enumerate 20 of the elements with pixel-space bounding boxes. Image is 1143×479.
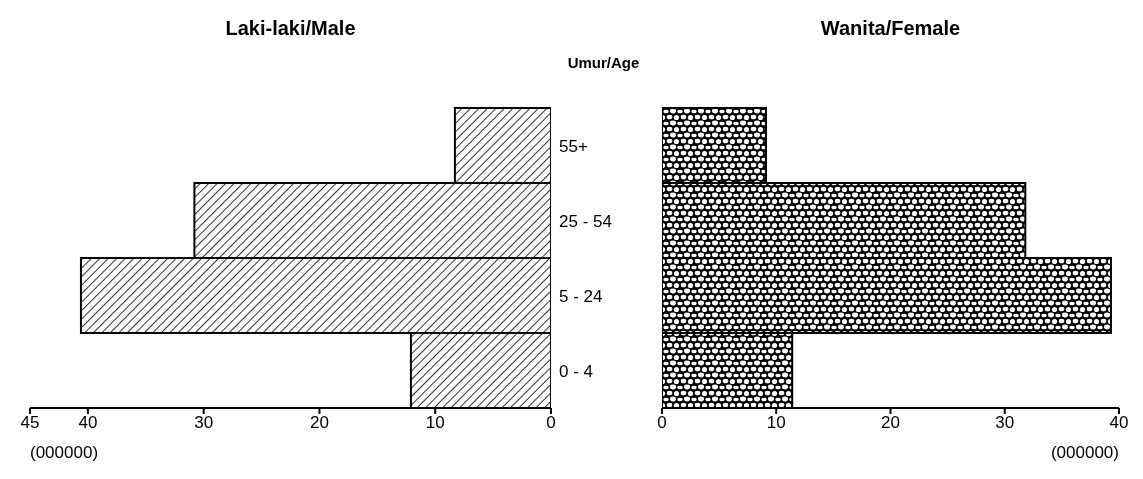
chart-title: Wanita/Female xyxy=(820,17,961,39)
chart-title: Laki-laki/Male xyxy=(225,17,356,39)
x-tick-label: 40 xyxy=(78,413,98,433)
x-axis-title: (000000) xyxy=(30,443,99,462)
x-tick-label: 10 xyxy=(425,413,445,433)
x-axis-title: (000000) xyxy=(1050,443,1119,462)
x-tick-label: 10 xyxy=(766,413,786,433)
x-tick-label: 45 xyxy=(20,413,40,433)
x-tick-label: 0 xyxy=(546,413,556,433)
x-tick-label: 20 xyxy=(881,413,900,433)
y-tick-label: 55+ xyxy=(559,136,588,156)
y-tick-label: 25 - 54 xyxy=(559,211,612,231)
x-tick-label: 0 xyxy=(657,413,667,433)
y-tick-label: 5 - 24 xyxy=(559,286,603,306)
x-tick-label: 20 xyxy=(309,413,329,433)
y-axis-title: Umur/Age xyxy=(567,54,640,71)
x-tick-label: 40 xyxy=(1109,413,1129,433)
y-tick-label: 0 - 4 xyxy=(559,361,594,381)
x-tick-label: 30 xyxy=(194,413,214,433)
x-tick-label: 30 xyxy=(995,413,1015,433)
